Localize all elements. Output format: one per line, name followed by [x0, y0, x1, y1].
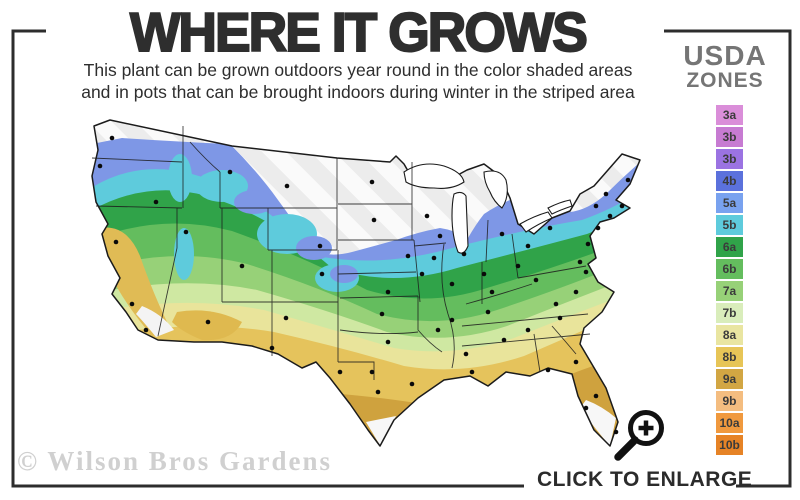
zone-swatch-10a: 10a: [716, 413, 743, 433]
page-subtitle: This plant can be grown outdoors year ro…: [0, 59, 716, 103]
zone-swatch-9a: 9a: [716, 369, 743, 389]
zone-swatch-8a: 8a: [716, 325, 743, 345]
zone-legend: 3a 3b 3b 4b 5a 5b 6a 6b 7a 7b 8a 8b 9a 9b 10a 10b: [716, 105, 743, 457]
zone-swatch-5b: 5b: [716, 215, 743, 235]
zone-swatch-7a: 7a: [716, 281, 743, 301]
legend-title-zones: ZONES: [686, 69, 764, 92]
click-to-enlarge-button[interactable]: CLICK TO ENLARGE: [537, 468, 753, 491]
zone-swatch-6a: 6a: [716, 237, 743, 257]
usda-zone-map-svg: [91, 119, 641, 447]
zone-swatch-8b: 8b: [716, 347, 743, 367]
zone-swatch-5a: 5a: [716, 193, 743, 213]
watermark: © Wilson Bros Gardens: [17, 446, 332, 476]
usda-zone-map[interactable]: [82, 116, 657, 468]
zone-swatch-9b: 9b: [716, 391, 743, 411]
subtitle-line-1: This plant can be grown outdoors year ro…: [83, 60, 633, 80]
zone-shading: [92, 120, 640, 446]
subtitle-line-2: and in pots that can be brought indoors …: [81, 82, 635, 102]
zone-swatch-3a: 3a: [716, 105, 743, 125]
zone-swatch-7b: 7b: [716, 303, 743, 323]
zone-swatch-10b: 10b: [716, 435, 743, 455]
zone-swatch-3b: 3b: [716, 127, 743, 147]
zone-swatch-6b: 6b: [716, 259, 743, 279]
legend-title-usda: USDA: [683, 40, 767, 71]
magnifier-zoom-icon[interactable]: [606, 403, 668, 463]
zone-swatch-4b: 4b: [716, 171, 743, 191]
legend-title: USDA ZONES: [660, 42, 790, 92]
page-title: WHERE IT GROWS: [129, 0, 589, 64]
zone-swatch-3b: 3b: [716, 149, 743, 169]
